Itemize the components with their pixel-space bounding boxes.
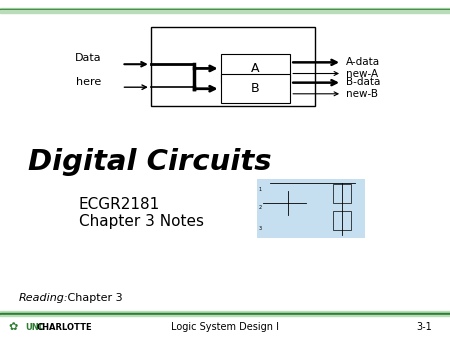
Text: Data: Data	[75, 53, 101, 63]
Text: CHARLOTTE: CHARLOTTE	[37, 323, 93, 332]
Text: Chapter 3: Chapter 3	[64, 293, 122, 303]
Text: A: A	[251, 62, 260, 75]
Bar	[0, 8, 450, 9]
Bar	[256, 179, 365, 238]
Bar	[220, 74, 290, 103]
Bar	[0, 316, 450, 338]
Bar	[0, 9, 450, 10]
Text: 3: 3	[259, 226, 262, 231]
Text: Logic System Design I: Logic System Design I	[171, 322, 279, 332]
Text: Reading:: Reading:	[19, 293, 68, 303]
Text: A-data: A-data	[346, 57, 380, 67]
Text: ✿: ✿	[8, 322, 18, 332]
Bar	[0, 10, 450, 13]
Text: UNC: UNC	[25, 323, 45, 332]
Text: B: B	[251, 82, 260, 95]
Text: ECGR2181: ECGR2181	[79, 197, 160, 212]
Text: here: here	[76, 77, 101, 87]
Text: new-A: new-A	[346, 69, 378, 78]
Bar	[333, 211, 351, 230]
Bar	[0, 313, 450, 315]
Text: B-data: B-data	[346, 77, 380, 87]
Text: 3-1: 3-1	[416, 322, 432, 332]
Bar	[0, 311, 450, 313]
Bar	[220, 54, 290, 83]
Text: Chapter 3 Notes: Chapter 3 Notes	[79, 214, 204, 229]
Text: Digital Circuits: Digital Circuits	[28, 148, 271, 176]
Text: new-B: new-B	[346, 89, 378, 99]
Bar	[151, 27, 315, 106]
Text: 2: 2	[259, 206, 262, 210]
Text: 1: 1	[259, 187, 262, 192]
Bar	[0, 315, 450, 316]
Bar	[333, 184, 351, 203]
